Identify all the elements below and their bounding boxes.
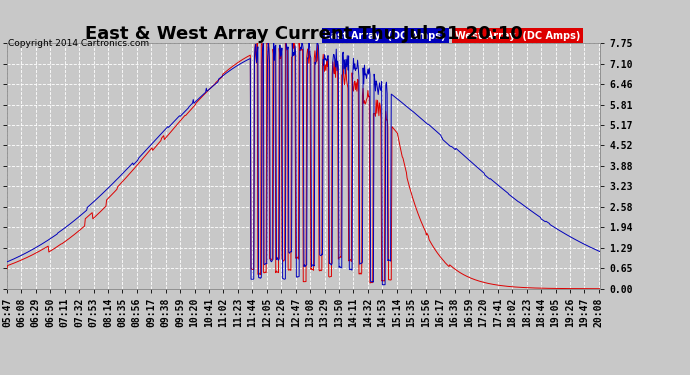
Title: East & West Array Current Thu Jul 31 20:10: East & West Array Current Thu Jul 31 20:… [85,25,522,43]
Text: Copyright 2014 Cartronics.com: Copyright 2014 Cartronics.com [8,39,150,48]
Text: East Array  (DC Amps): East Array (DC Amps) [324,31,446,40]
Text: West Array  (DC Amps): West Array (DC Amps) [455,31,580,40]
